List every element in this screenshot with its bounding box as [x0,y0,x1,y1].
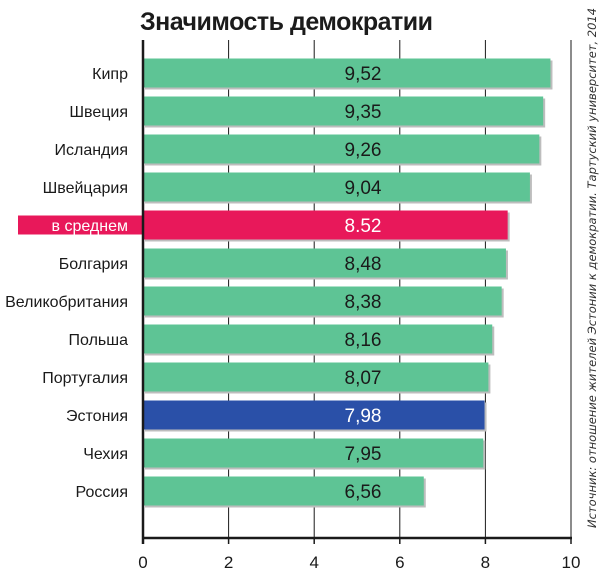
bar [143,438,484,468]
bar-value-label: 7,98 [345,406,382,427]
category-label: Эстония [66,408,128,425]
x-tick-label: 2 [224,553,233,572]
bar [143,286,502,316]
bar [143,248,506,278]
category-label: Болгария [59,256,128,273]
bar-value-label: 8,48 [345,254,382,275]
category-label: Чехия [83,446,128,463]
bar-value-label: 7,95 [345,444,382,465]
bar [143,362,489,392]
bar-value-label: 9,35 [345,102,382,123]
category-label: Исландия [54,142,128,159]
bar [143,172,530,202]
bar [143,58,551,88]
bar [143,476,424,506]
bar-value-label: 9,52 [345,64,382,85]
category-label: Швейцария [43,180,128,197]
category-label: Португалия [42,370,128,387]
bar [143,400,485,430]
bar-value-label: 8,16 [345,330,382,351]
bar-value-label: 8,07 [345,368,382,389]
bar [143,210,508,240]
average-label-band [18,215,143,235]
x-tick-label: 0 [138,553,147,572]
x-tick-label: 8 [481,553,490,572]
bar-value-label: 9,04 [345,178,382,199]
category-label: Польша [69,332,129,349]
bar-value-label: 6,56 [345,482,382,503]
category-label: Кипр [92,66,128,83]
x-tick-label: 6 [395,553,404,572]
x-tick-label: 10 [562,553,581,572]
bar-value-label: 9,26 [345,140,382,161]
x-tick-label: 4 [309,553,318,572]
bar [143,96,544,126]
category-label: Швеция [69,104,128,121]
chart-title: Значимость демократии [140,8,433,36]
category-label: Россия [76,484,128,501]
category-label: Великобритания [5,294,128,311]
category-label: в среднем [52,218,128,235]
bar-value-label: 8,38 [345,292,382,313]
bar [143,134,540,164]
bar [143,324,493,354]
bar-value-label: 8.52 [345,216,382,237]
